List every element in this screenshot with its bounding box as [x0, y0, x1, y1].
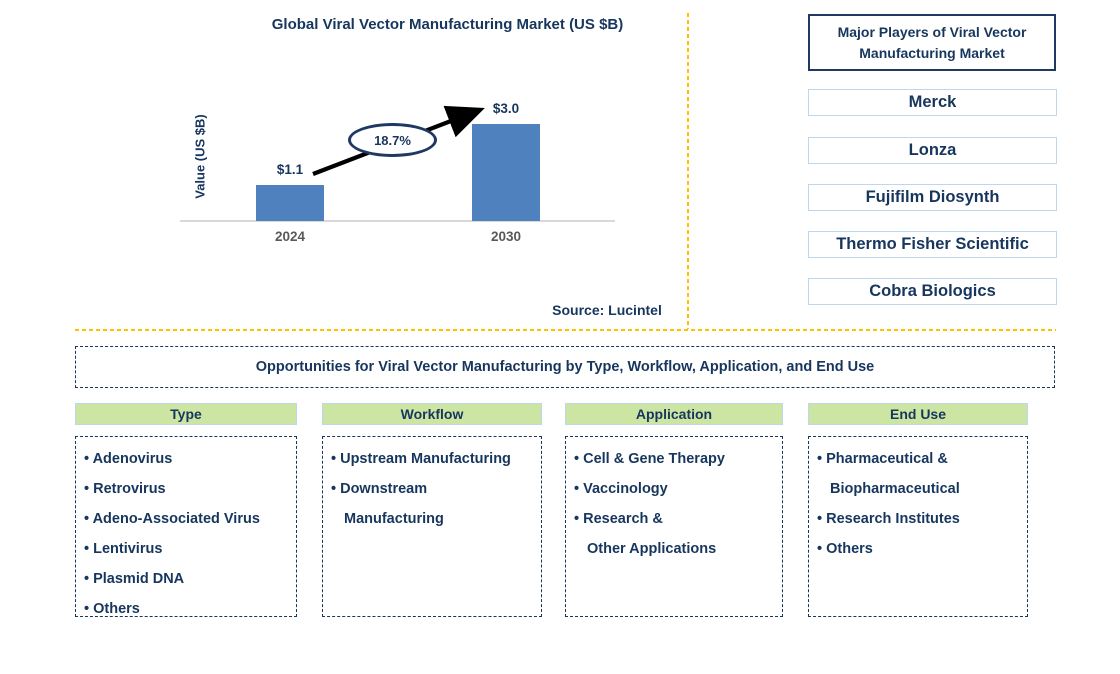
chart-title: Global Viral Vector Manufacturing Market… [271, 16, 624, 33]
source-label: Source: Lucintel [552, 302, 662, 318]
bar-2024 [256, 185, 324, 221]
list-item: • Pharmaceutical & Biopharmaceutical [817, 451, 960, 497]
column-list: • Adenovirus • Retrovirus • Adeno-Associat… [75, 436, 297, 617]
list-item: • Adeno-Associated Virus [84, 511, 260, 527]
x-tick-label: 2030 [490, 229, 522, 244]
column-header-workflow: Workflow [322, 403, 542, 425]
horizontal-divider [75, 329, 1056, 331]
player-item: Merck [808, 89, 1057, 116]
list-item: • Vaccinology [574, 481, 668, 497]
growth-ellipse: 18.7% [348, 123, 437, 157]
vertical-divider [687, 13, 689, 329]
bar-value-label: $1.1 [276, 162, 304, 177]
list-item: • Plasmid DNA [84, 571, 185, 587]
player-item: Cobra Biologics [808, 278, 1057, 305]
list-item: • Research & Other Applications [574, 511, 717, 557]
list-item: • Others [84, 601, 140, 617]
list-item: • Adenovirus [84, 451, 173, 467]
bar-2030 [472, 124, 540, 221]
list-item: • Upstream Manufacturing [331, 451, 511, 467]
column-header-end-use: End Use [808, 403, 1028, 425]
column-list: • Cell & Gene Therapy • Vaccinology • Rese… [565, 436, 783, 617]
list-item: • Downstream Manufacturing [331, 481, 444, 527]
list-item: • Research Institutes [817, 511, 960, 527]
bar-value-label: $3.0 [492, 101, 520, 116]
column-header-application: Application [565, 403, 783, 425]
growth-rate-label: 18.7% [374, 132, 411, 148]
players-panel-title: Major Players of Viral Vector Manufactur… [808, 14, 1056, 71]
x-axis-line [180, 220, 615, 222]
player-item: Lonza [808, 137, 1057, 164]
player-item: Fujifilm Diosynth [808, 184, 1057, 211]
x-tick-label: 2024 [274, 229, 306, 244]
player-item: Thermo Fisher Scientific [808, 231, 1057, 258]
list-item: • Others [817, 541, 873, 557]
list-item: • Retrovirus [84, 481, 166, 497]
list-item: • Cell & Gene Therapy [574, 451, 725, 467]
column-list: • Pharmaceutical & Biopharmaceutical • Re… [808, 436, 1028, 617]
list-item: • Lentivirus [84, 541, 163, 557]
opportunities-banner: Opportunities for Viral Vector Manufactu… [75, 346, 1055, 388]
column-list: • Upstream Manufacturing • Downstream Man… [322, 436, 542, 617]
column-header-type: Type [75, 403, 297, 425]
